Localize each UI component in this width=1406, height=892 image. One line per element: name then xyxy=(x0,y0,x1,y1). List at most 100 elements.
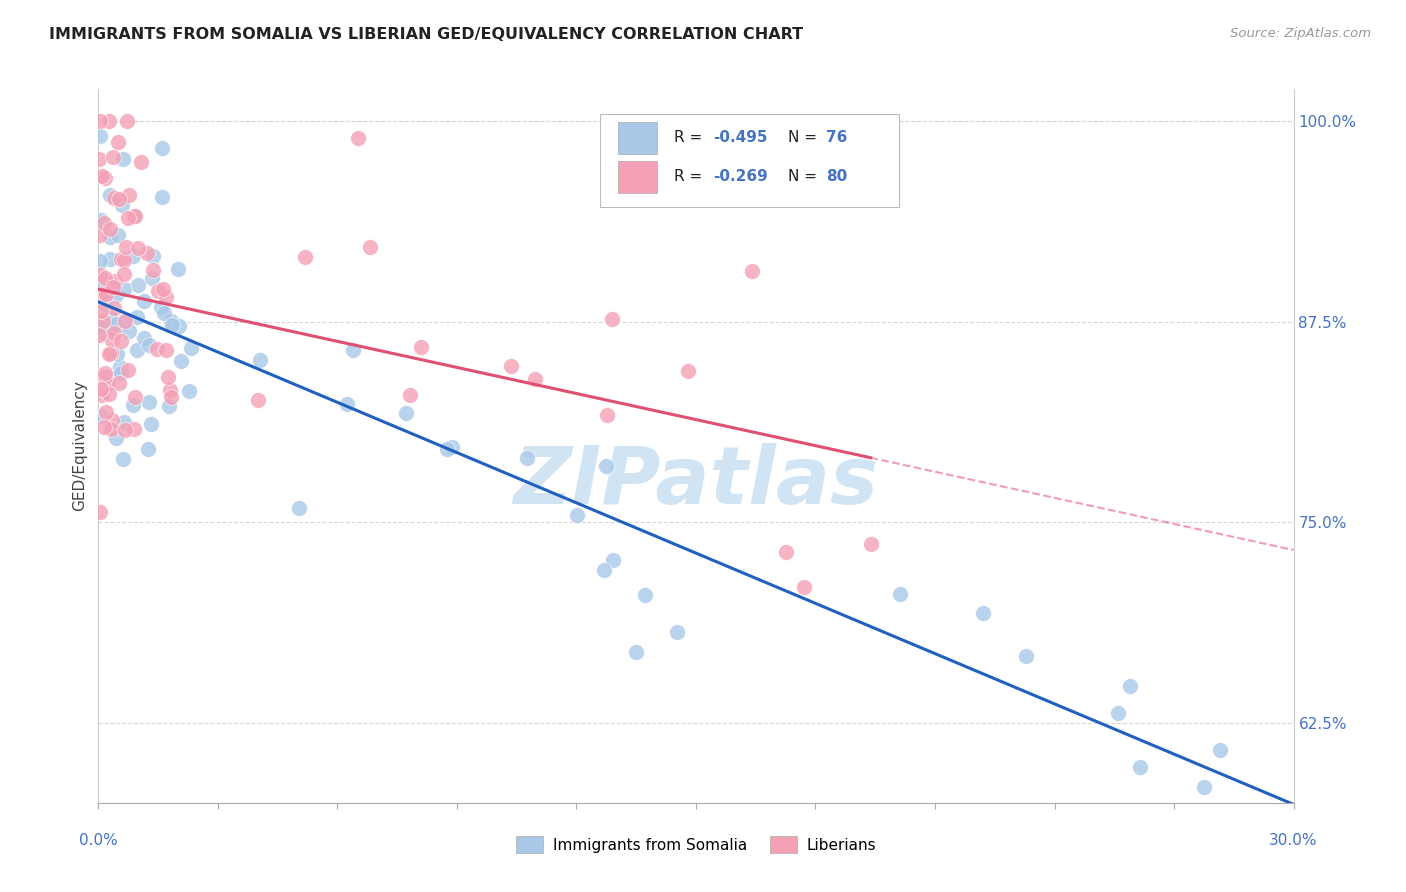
Point xyxy=(146,342,169,356)
Point xyxy=(247,393,270,408)
Point xyxy=(1129,759,1152,773)
Point xyxy=(97,114,120,128)
Point xyxy=(634,588,657,602)
Text: -0.495: -0.495 xyxy=(713,130,768,145)
Point xyxy=(249,353,271,368)
Point xyxy=(666,625,689,640)
Point xyxy=(90,169,112,184)
Point xyxy=(94,405,117,419)
Point xyxy=(94,286,117,301)
Point xyxy=(94,326,117,341)
Point xyxy=(90,213,112,227)
Point xyxy=(107,376,129,390)
Point xyxy=(127,241,149,255)
Point xyxy=(136,246,159,260)
Point xyxy=(141,270,163,285)
Point xyxy=(89,409,111,423)
Point xyxy=(600,312,623,326)
Point xyxy=(136,442,159,457)
Point xyxy=(93,297,115,311)
Point xyxy=(132,331,155,345)
Point xyxy=(160,390,183,404)
Point xyxy=(395,406,418,420)
Point xyxy=(89,114,111,128)
Point xyxy=(593,564,616,578)
Point xyxy=(155,343,177,357)
Point xyxy=(288,501,311,516)
Point xyxy=(142,262,165,277)
Point xyxy=(105,347,128,361)
Point xyxy=(624,645,647,659)
Point xyxy=(159,399,181,413)
Point xyxy=(93,420,115,434)
Point xyxy=(104,274,127,288)
Point xyxy=(118,324,141,338)
Point xyxy=(93,170,115,185)
Point xyxy=(89,268,111,282)
Point xyxy=(1192,780,1215,794)
Point xyxy=(98,347,121,361)
Text: N =: N = xyxy=(787,130,823,145)
Point xyxy=(342,343,364,358)
Point xyxy=(441,440,464,454)
Point xyxy=(100,311,122,326)
Point xyxy=(98,252,121,266)
Point xyxy=(114,423,136,437)
Point xyxy=(336,397,359,411)
Point xyxy=(676,364,699,378)
Point xyxy=(90,382,112,396)
Point xyxy=(89,328,111,343)
Point xyxy=(1015,648,1038,663)
Point xyxy=(399,388,422,402)
Point xyxy=(115,114,138,128)
FancyBboxPatch shape xyxy=(600,114,900,207)
Text: R =: R = xyxy=(675,130,707,145)
Text: IMMIGRANTS FROM SOMALIA VS LIBERIAN GED/EQUIVALENCY CORRELATION CHART: IMMIGRANTS FROM SOMALIA VS LIBERIAN GED/… xyxy=(49,27,803,42)
Point xyxy=(150,190,173,204)
Point xyxy=(89,128,111,143)
Point xyxy=(103,190,125,204)
Point xyxy=(516,451,538,466)
Point xyxy=(96,376,118,391)
Point xyxy=(972,606,994,620)
Point xyxy=(169,353,191,368)
Point xyxy=(121,249,143,263)
Point xyxy=(93,285,115,300)
Point xyxy=(103,278,125,293)
Text: 30.0%: 30.0% xyxy=(1270,833,1317,848)
Point xyxy=(114,314,136,328)
Point xyxy=(180,341,202,355)
Point xyxy=(94,270,117,285)
Point xyxy=(112,252,135,267)
Point xyxy=(89,152,111,166)
Point xyxy=(1107,706,1129,720)
Point xyxy=(125,343,148,357)
Point xyxy=(100,421,122,435)
Point xyxy=(436,442,458,456)
Point xyxy=(159,383,181,397)
Point xyxy=(112,316,135,330)
Point xyxy=(150,141,173,155)
Point xyxy=(107,227,129,242)
Point xyxy=(104,431,127,445)
Point xyxy=(112,268,135,282)
Point xyxy=(157,370,180,384)
Point xyxy=(524,372,547,386)
Point xyxy=(167,261,190,276)
FancyBboxPatch shape xyxy=(619,161,657,193)
Point xyxy=(98,221,121,235)
Point xyxy=(105,288,128,302)
Point xyxy=(112,282,135,296)
Point xyxy=(499,359,522,373)
Point xyxy=(138,337,160,351)
Point xyxy=(100,187,122,202)
Point xyxy=(602,553,624,567)
Point xyxy=(110,366,132,380)
Point xyxy=(112,415,135,429)
Text: 80: 80 xyxy=(827,169,848,184)
Point xyxy=(100,346,122,360)
Point xyxy=(127,277,149,292)
Point xyxy=(346,131,368,145)
Point xyxy=(107,135,129,149)
Point xyxy=(117,211,139,226)
